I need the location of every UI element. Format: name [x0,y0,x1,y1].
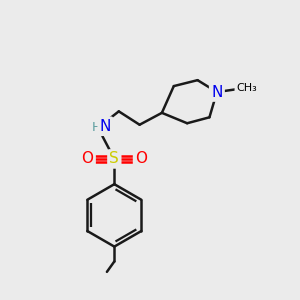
Text: O: O [135,152,147,166]
Text: O: O [82,152,94,166]
Text: N: N [211,85,223,100]
Text: N: N [100,119,111,134]
Text: H: H [92,121,101,134]
Text: S: S [110,152,119,166]
Text: CH₃: CH₃ [236,82,257,93]
